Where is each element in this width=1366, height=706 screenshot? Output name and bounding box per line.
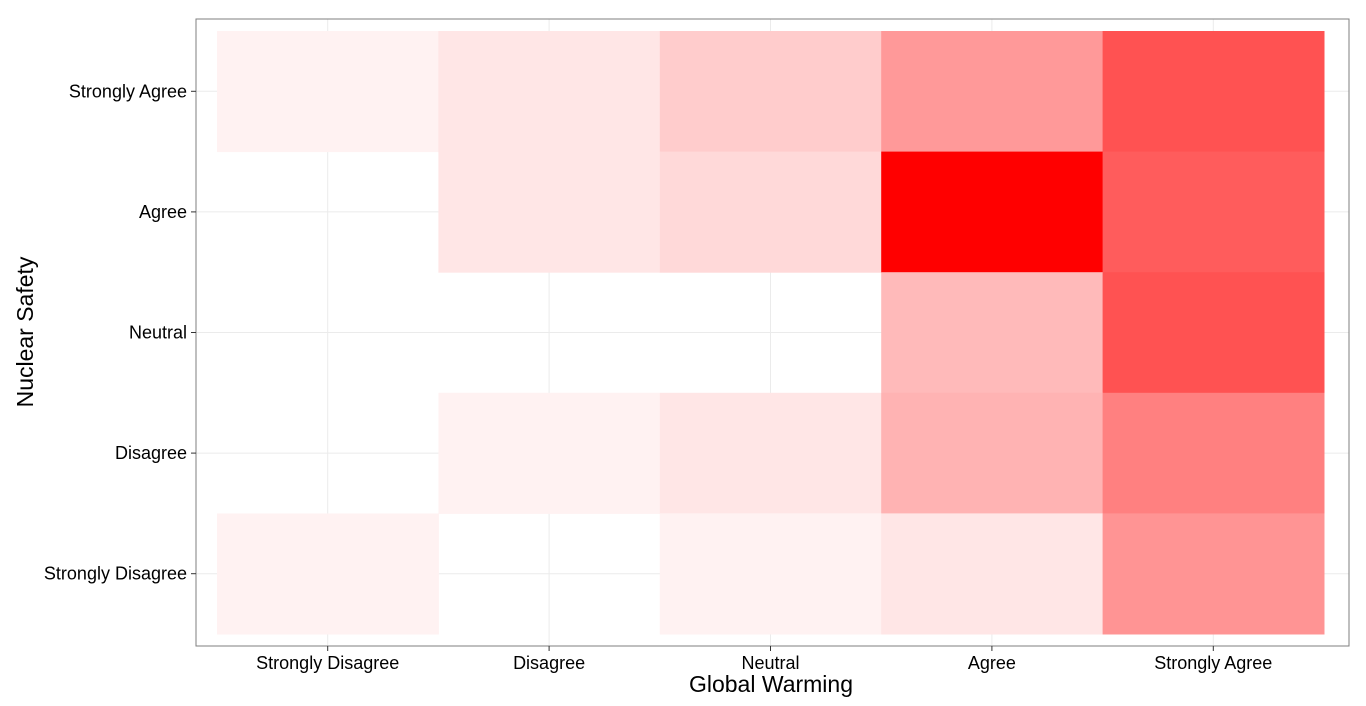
x-tick-label: Strongly Disagree xyxy=(256,653,399,673)
heatmap-cells xyxy=(217,31,1325,635)
heatmap-cell xyxy=(217,31,439,153)
heatmap-cell xyxy=(659,392,882,514)
heatmap-cell xyxy=(1102,392,1325,514)
x-axis: Strongly Disagree Disagree Neutral Agree Str… xyxy=(256,646,1272,673)
heatmap-cell xyxy=(438,151,661,273)
heatmap-cell xyxy=(881,513,1104,635)
heatmap-cell xyxy=(1102,151,1325,273)
y-tick-label: Strongly Agree xyxy=(69,81,187,101)
x-tick-label: Agree xyxy=(968,653,1016,673)
heatmap-cell xyxy=(659,31,882,153)
heatmap-cell xyxy=(881,31,1104,153)
heatmap-cell xyxy=(659,151,882,273)
heatmap-cell xyxy=(438,31,661,153)
heatmap-cell xyxy=(1102,31,1325,153)
heatmap-cell xyxy=(1102,272,1325,394)
heatmap-cell xyxy=(1102,513,1325,635)
heatmap-cell xyxy=(881,151,1104,273)
heatmap-cell xyxy=(217,513,439,635)
y-tick-label: Agree xyxy=(139,202,187,222)
x-tick-label: Strongly Agree xyxy=(1154,653,1272,673)
x-axis-title: Global Warming xyxy=(689,671,853,697)
heatmap-cell xyxy=(438,392,661,514)
heatmap-cell xyxy=(881,272,1104,394)
x-tick-label: Disagree xyxy=(513,653,585,673)
y-axis: Strongly Disagree Disagree Neutral Agree Str… xyxy=(44,81,196,584)
y-tick-label: Disagree xyxy=(115,443,187,463)
x-tick-label: Neutral xyxy=(741,653,799,673)
y-axis-title: Nuclear Safety xyxy=(12,256,38,407)
heatmap-cell xyxy=(659,513,882,635)
y-tick-label: Neutral xyxy=(129,323,187,343)
heatmap-cell xyxy=(881,392,1104,514)
y-tick-label: Strongly Disagree xyxy=(44,564,187,584)
